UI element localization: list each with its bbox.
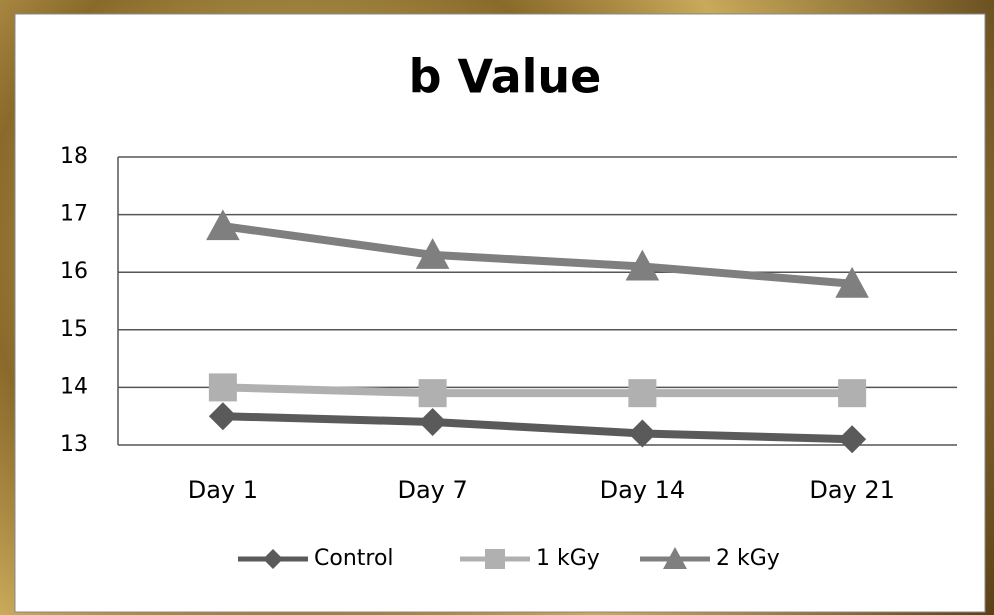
marker [209, 373, 237, 401]
y-tick-label: 14 [60, 374, 88, 399]
marker [485, 549, 505, 569]
y-tick-label: 16 [60, 259, 88, 284]
legend-label: Control [314, 546, 394, 571]
marker [838, 379, 866, 407]
y-tick-label: 17 [60, 202, 88, 227]
y-tick-label: 18 [60, 144, 88, 169]
chart-title: b Value [409, 50, 602, 104]
chart: b Value 13 14 15 16 17 18 Day 1 Day 7 Day 14 Day … [0, 0, 994, 615]
legend-label: 1 kGy [536, 546, 600, 571]
x-tick-label: Day 7 [397, 476, 467, 504]
chart-panel [15, 14, 985, 612]
x-tick-label: Day 1 [188, 476, 258, 504]
y-tick-label: 13 [60, 432, 88, 457]
y-tick-label: 15 [60, 317, 88, 342]
legend-label: 2 kGy [716, 546, 780, 571]
page: {"chart_data": {"type": "line", "title":… [0, 0, 994, 615]
marker [628, 379, 656, 407]
x-tick-label: Day 14 [600, 476, 686, 504]
x-tick-label: Day 21 [809, 476, 895, 504]
marker [419, 379, 447, 407]
